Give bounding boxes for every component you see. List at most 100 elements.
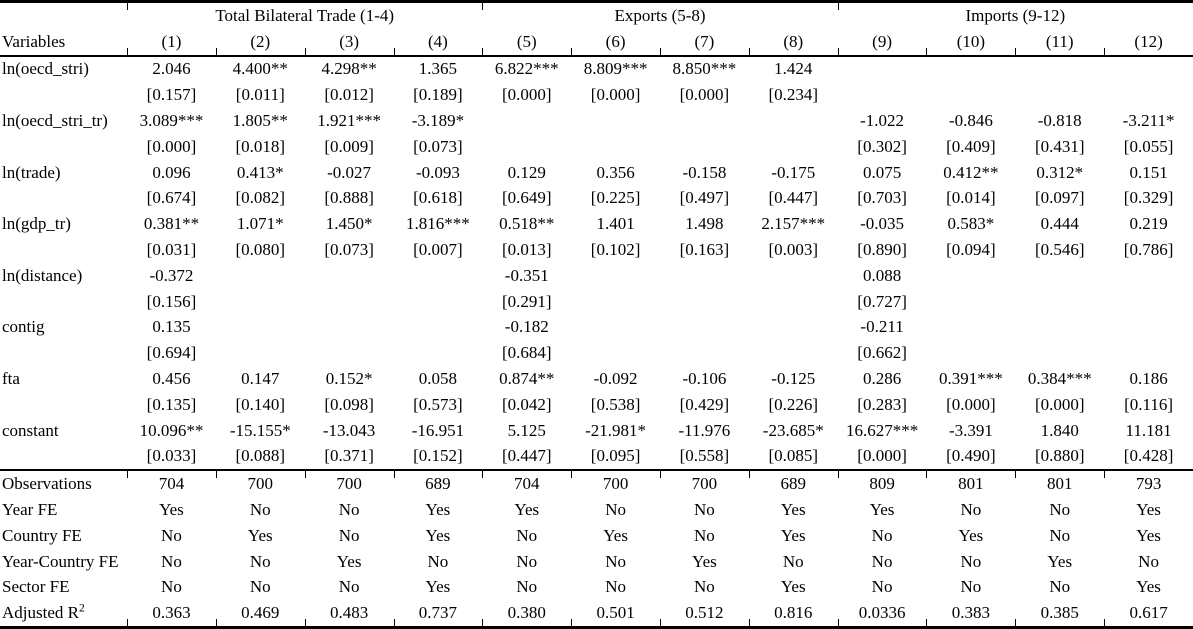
- pvalue-cell: [0.055]: [1123, 136, 1174, 156]
- pvalue-cell: [1104, 82, 1193, 108]
- pvalue-cell: [0.163]: [679, 240, 730, 260]
- variable-label: ln(oecd_stri): [2, 59, 89, 79]
- pvalue-cell: [0.649]: [501, 188, 552, 208]
- coef-cell: [838, 56, 927, 83]
- coef-row: fta 0.456 0.147 0.152* 0.058 0.874** -0.092 -0.…: [0, 366, 1193, 392]
- pvalue-cell: [0.546]: [1034, 240, 1085, 260]
- summary-cell: Yes: [603, 525, 628, 545]
- column-number-header: (9): [837, 28, 927, 57]
- coef-cell: 6.822***: [494, 59, 559, 79]
- pvalue-cell: [0.428]: [1123, 446, 1174, 466]
- coef-cell: 0.135: [152, 317, 191, 337]
- variable-label: ln(oecd_stri_tr): [2, 111, 108, 131]
- empty-label: [0, 289, 127, 315]
- coef-cell: 0.583*: [947, 214, 995, 234]
- coef-cell: 1.071*: [236, 214, 284, 234]
- pvalue-row: [0.033] [0.088] [0.371] [0.152] [0.447] [0.09…: [0, 444, 1193, 471]
- coef-cell: [216, 263, 305, 289]
- summary-cell: No: [516, 551, 538, 571]
- summary-cell: 704: [127, 469, 216, 498]
- pvalue-cell: [0.000]: [857, 446, 907, 466]
- coef-cell: 2.046: [152, 59, 191, 79]
- coef-cell: -3.211*: [1122, 111, 1175, 131]
- summary-cell: 0.469: [215, 600, 305, 628]
- summary-cell: No: [694, 500, 715, 520]
- coef-cell: 1.401: [596, 214, 635, 234]
- coef-cell: -11.976: [678, 420, 731, 440]
- coef-cell: 0.075: [862, 162, 902, 182]
- summary-label: Sector FE: [2, 577, 70, 597]
- coef-cell: [394, 263, 483, 289]
- pvalue-cell: [0.890]: [857, 240, 907, 260]
- column-number-header: (3): [304, 28, 394, 57]
- coef-cell: -0.351: [504, 265, 549, 285]
- pvalue-cell: [0.157]: [146, 85, 197, 105]
- coef-row: ln(trade) 0.096 0.413* -0.027 -0.093 0.129 0.3…: [0, 160, 1193, 186]
- coef-cell: -0.106: [682, 369, 727, 389]
- summary-cell: 689: [393, 469, 483, 498]
- pvalue-cell: [0.497]: [679, 188, 730, 208]
- summary-cell: No: [605, 500, 626, 520]
- pvalue-cell: [1104, 340, 1193, 366]
- coef-cell: -0.093: [415, 162, 460, 182]
- summary-cell: Yes: [869, 500, 895, 520]
- coef-cell: [1015, 56, 1104, 83]
- pvalue-cell: [0.225]: [590, 188, 641, 208]
- summary-cell: No: [694, 525, 715, 545]
- summary-cell: No: [516, 525, 538, 545]
- pvalue-row: [0.031] [0.080] [0.073] [0.007] [0.013] [0.10…: [0, 237, 1193, 263]
- pvalue-cell: [0.007]: [413, 240, 463, 260]
- pvalue-cell: [0.302]: [857, 136, 907, 156]
- coef-cell: [926, 56, 1015, 83]
- pvalue-cell: [0.011]: [235, 85, 285, 105]
- coef-cell: 1.365: [418, 59, 458, 79]
- coef-cell: 2.157***: [761, 214, 826, 234]
- summary-cell: Yes: [1136, 525, 1161, 545]
- summary-cell: Yes: [159, 500, 184, 520]
- coef-cell: 0.129: [507, 162, 546, 182]
- variable-label: ln(distance): [2, 265, 83, 285]
- summary-cell: No: [1049, 577, 1071, 597]
- pvalue-cell: [0.558]: [679, 446, 730, 466]
- pvalue-cell: [0.662]: [857, 343, 907, 363]
- summary-cell: Yes: [336, 551, 362, 571]
- coef-cell: [1104, 263, 1193, 289]
- coef-cell: -21.981*: [585, 420, 647, 440]
- pvalue-cell: [0.033]: [146, 446, 197, 466]
- empty-label: [0, 186, 127, 212]
- summary-row: Observations 704 700 700 689 704 700 700 689 809 8…: [0, 469, 1193, 498]
- coef-cell: 4.400**: [232, 59, 288, 79]
- coef-cell: [660, 108, 749, 134]
- empty-label: [0, 134, 127, 160]
- pvalue-row: [0.694] [0.684] [0.662]: [0, 340, 1193, 366]
- summary-cell: No: [249, 577, 271, 597]
- summary-cell: 0.512: [660, 600, 749, 628]
- coef-cell: [1104, 315, 1193, 341]
- summary-cell: No: [427, 551, 449, 571]
- pvalue-cell: [0.429]: [679, 394, 730, 414]
- pvalue-cell: [0.189]: [413, 85, 463, 105]
- column-number-header: (11): [1015, 28, 1105, 57]
- coef-cell: -0.818: [1037, 111, 1082, 131]
- pvalue-cell: [0.014]: [946, 188, 996, 208]
- pvalue-cell: [0.073]: [413, 136, 463, 156]
- summary-label: Year FE: [2, 500, 58, 520]
- table-body: ln(oecd_stri) 2.046 4.400** 4.298** 1.365 6.8…: [0, 56, 1193, 628]
- pvalue-cell: [0.095]: [590, 446, 641, 466]
- summary-cell: 801: [926, 469, 1016, 498]
- superscript-2: 2: [78, 601, 85, 615]
- coef-cell: -0.211: [860, 317, 904, 337]
- summary-cell: 0.816: [748, 600, 838, 628]
- summary-cell: No: [161, 525, 182, 545]
- coef-cell: 11.181: [1125, 420, 1172, 440]
- coef-cell: -0.182: [504, 317, 549, 337]
- summary-cell: No: [249, 551, 271, 571]
- coef-cell: [305, 315, 394, 341]
- summary-cell: Yes: [780, 577, 806, 597]
- coef-row: ln(oecd_stri) 2.046 4.400** 4.298** 1.365 6.8…: [0, 56, 1193, 83]
- summary-cell: Yes: [780, 525, 806, 545]
- coef-cell: [305, 263, 394, 289]
- summary-cell: No: [1049, 525, 1071, 545]
- coef-row: constant 10.096** -15.155* -13.043 -16.951 5.…: [0, 418, 1193, 444]
- pvalue-cell: [926, 82, 1015, 108]
